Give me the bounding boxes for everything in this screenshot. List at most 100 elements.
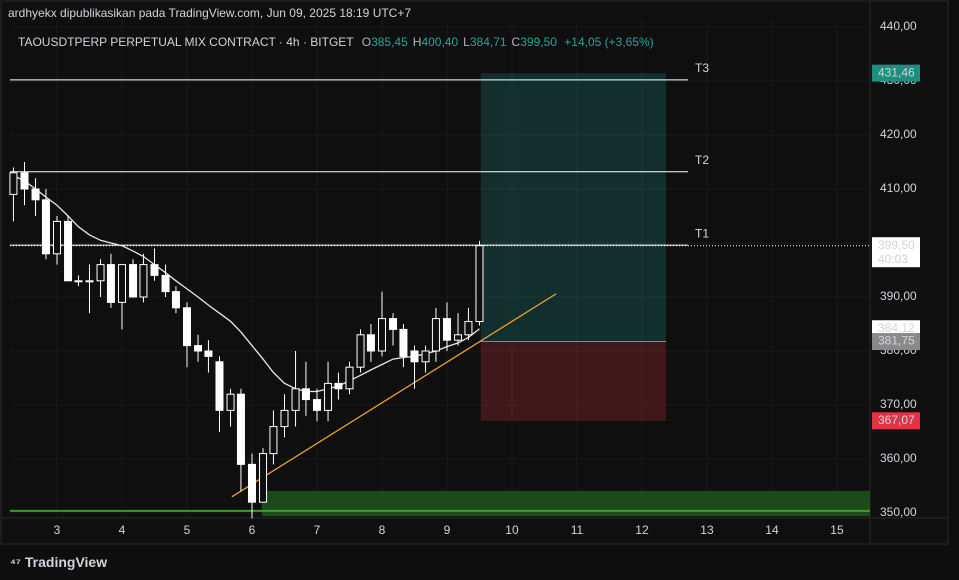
y-tick-label: 370,00 [880,397,917,411]
target-label: T1 [695,226,709,240]
candle-body [356,334,365,368]
target-label: T2 [695,153,709,167]
candle-body [389,318,398,330]
x-tick-label: 12 [635,523,649,537]
x-tick-label: 6 [249,523,256,537]
candle-body [85,280,94,283]
candle-body [366,334,375,352]
x-tick-label: 13 [700,523,714,537]
candle-body [291,388,300,411]
change: +14,05 [564,35,602,49]
candle-body [182,307,191,347]
price-label-box [872,64,920,82]
x-tick-label: 7 [314,523,321,537]
y-tick-label: 350,00 [880,505,917,519]
candle-body [20,172,29,190]
y-tick-label: 420,00 [880,127,917,141]
candle-body [41,199,50,255]
candle-body [204,350,213,357]
candle-body [345,366,354,390]
candle-body [410,350,419,363]
x-tick-label: 10 [505,523,519,537]
brand: ⁴⁷ TradingView [10,554,108,570]
candle-body [117,264,126,303]
y-tick-label: 390,00 [880,289,917,303]
candle-body [399,328,408,357]
candle-body [334,382,343,390]
candle-body [324,382,333,411]
ohlc-key: H [412,35,422,49]
candle-body [226,393,235,411]
candle-body [64,220,73,282]
candle-body [106,264,115,303]
candle-body [9,172,18,195]
candle-body [171,291,180,309]
candle-body [215,361,224,411]
support-zone [261,490,870,517]
y-tick-label: 410,00 [880,181,917,195]
target-label: T3 [695,61,709,75]
symbol-title: TAOUSDTPERP PERPETUAL MIX CONTRACT · 4h … [18,35,354,49]
trend-line [231,293,557,498]
candle-body [52,220,61,255]
price-label-box [872,237,920,268]
x-tick-label: 15 [830,523,844,537]
price-label-box [872,333,920,351]
ohlc-value: 384,71 [469,35,507,49]
x-tick-label: 5 [184,523,191,537]
candle-body [269,426,278,455]
axes: 350,00360,00370,00380,00390,00400,00410,… [54,19,920,537]
ohlc-value: 399,50 [520,35,557,49]
candle-body [280,409,289,428]
candle-body [96,264,105,282]
x-tick-label: 11 [571,523,584,537]
candle-body [129,264,138,298]
change-pct: (+3,65%) [604,35,654,49]
stop-zone [480,341,667,421]
candle-body [139,264,148,298]
price-label-box [872,412,920,430]
candle-body [475,245,484,323]
plot: T3 T2 T1 [9,20,870,519]
ohlc-value: 400,40 [421,35,459,49]
candle-body [454,334,463,341]
ohlc-key: C [511,35,521,49]
x-tick-label: 9 [444,523,451,537]
candle-body [464,321,473,336]
candle-body [312,399,321,411]
candle-body [421,350,430,363]
ohlc: O385,45 H400,40 L384,71 C399,50 [357,35,557,49]
candle-body [194,345,203,352]
moving-average [13,174,480,393]
candle-body [150,264,159,276]
price-label: 384,12 [878,321,915,335]
target-zone [480,73,667,342]
candle-body [431,318,440,352]
candle-body [31,188,40,201]
ohlc-key: O [361,35,372,49]
y-tick-label: 440,00 [880,19,917,33]
candle-body [259,453,268,503]
y-tick-label: 360,00 [880,451,917,465]
candle-body [247,463,256,503]
price-label: 367,07 [878,413,915,427]
countdown-label: 40:03 [878,252,908,266]
brand-name: TradingView [24,554,108,570]
candle-body [236,393,245,465]
price-label: 399,50 [878,238,915,252]
candle-body [74,280,83,283]
candle-body [161,274,170,293]
attribution: ardhyekx dipublikasikan pada TradingView… [8,6,412,20]
candle-body [377,318,386,352]
price-label: 381,75 [878,334,915,348]
x-tick-label: 3 [54,523,61,537]
ohlc-value: 385,45 [371,35,408,49]
candle-body [301,388,310,401]
ohlc-key: L [463,35,470,49]
chart-frame [0,0,949,545]
price-label-box [872,320,920,338]
price-label: 431,46 [878,65,915,79]
x-tick-label: 8 [379,523,386,537]
